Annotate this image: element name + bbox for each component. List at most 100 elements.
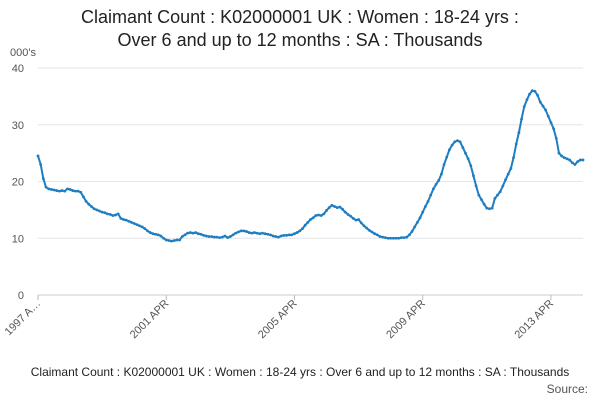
data-point — [186, 231, 190, 235]
data-point — [295, 231, 299, 234]
x-tick-label: 1997 A… — [3, 298, 43, 338]
x-tick-label: 2013 APR — [513, 298, 557, 342]
data-point — [472, 174, 475, 178]
y-tick-label: 0 — [18, 290, 24, 302]
data-point — [132, 222, 136, 225]
data-point — [244, 230, 248, 233]
y-tick-label: 10 — [12, 233, 24, 245]
data-point — [343, 210, 347, 214]
data-point — [162, 236, 165, 240]
data-point — [65, 187, 69, 191]
data-point — [215, 235, 219, 239]
data-point — [501, 184, 505, 188]
data-point — [437, 178, 441, 182]
data-point — [100, 210, 104, 214]
data-point — [496, 193, 499, 197]
data-point — [565, 157, 569, 161]
data-point — [60, 189, 64, 192]
data-point — [549, 121, 553, 124]
data-point — [546, 114, 550, 118]
data-point — [405, 235, 409, 239]
data-point — [143, 227, 147, 231]
data-point — [36, 154, 40, 158]
data-point — [285, 234, 288, 237]
data-point — [271, 234, 275, 238]
data-point — [477, 193, 481, 197]
data-point — [204, 234, 208, 238]
data-point — [383, 236, 387, 240]
data-point — [386, 236, 390, 240]
y-tick-labels: 0 10 20 30 40 — [12, 63, 24, 302]
data-point — [180, 235, 184, 238]
data-point — [71, 189, 75, 192]
y-tick-label: 20 — [12, 177, 24, 189]
data-point — [456, 139, 459, 143]
data-point — [84, 199, 88, 203]
data-point — [402, 236, 406, 240]
data-point — [365, 226, 368, 230]
data-point — [236, 230, 240, 234]
data-point — [183, 233, 187, 237]
data-point — [74, 189, 77, 193]
data-point — [450, 143, 454, 147]
data-point — [269, 233, 272, 237]
data-point — [554, 136, 558, 140]
data-point — [178, 238, 181, 242]
data-point — [346, 213, 350, 216]
data-point — [218, 236, 222, 240]
data-point — [151, 232, 155, 236]
data-point — [482, 202, 486, 206]
data-point — [55, 189, 59, 192]
data-point — [327, 206, 331, 210]
data-point — [445, 155, 449, 159]
data-point — [533, 89, 537, 93]
data-point — [57, 189, 61, 193]
data-point — [490, 206, 494, 210]
data-point — [464, 151, 467, 155]
data-point — [493, 197, 497, 200]
data-point — [250, 231, 254, 235]
data-point — [290, 233, 294, 237]
data-point — [317, 213, 320, 217]
data-point — [381, 235, 385, 239]
data-point — [514, 142, 518, 146]
data-point — [114, 213, 117, 217]
data-point — [469, 164, 473, 168]
data-point — [92, 207, 96, 211]
data-point — [461, 146, 465, 149]
data-point — [82, 195, 85, 199]
data-point — [253, 231, 256, 234]
y-tick-label: 30 — [12, 120, 24, 132]
data-point — [103, 211, 107, 215]
data-point — [458, 140, 462, 144]
data-point — [156, 233, 160, 237]
data-point — [226, 236, 230, 240]
data-point — [210, 235, 214, 238]
data-point — [453, 140, 457, 144]
data-point — [338, 205, 342, 209]
x-tick-label: 2001 APR — [128, 298, 172, 342]
footer-title: Claimant Count : K02000001 UK : Women : … — [31, 365, 570, 379]
data-point — [140, 225, 144, 229]
data-point — [95, 208, 99, 212]
data-point — [394, 236, 398, 240]
data-point — [557, 151, 561, 155]
data-point — [351, 216, 355, 220]
data-point — [111, 214, 115, 217]
data-point — [167, 239, 171, 242]
data-point — [397, 236, 401, 240]
data-point — [63, 189, 67, 193]
data-point — [247, 231, 251, 234]
data-point — [135, 223, 139, 227]
data-point — [242, 229, 246, 233]
data-point — [325, 209, 328, 212]
data-point — [485, 206, 489, 210]
data-point — [440, 172, 443, 176]
data-point — [279, 234, 283, 238]
x-tick-label: 2005 APR — [256, 298, 300, 342]
data-point — [426, 199, 430, 203]
data-point — [421, 210, 425, 214]
data-point — [130, 220, 133, 224]
data-point — [87, 202, 91, 206]
